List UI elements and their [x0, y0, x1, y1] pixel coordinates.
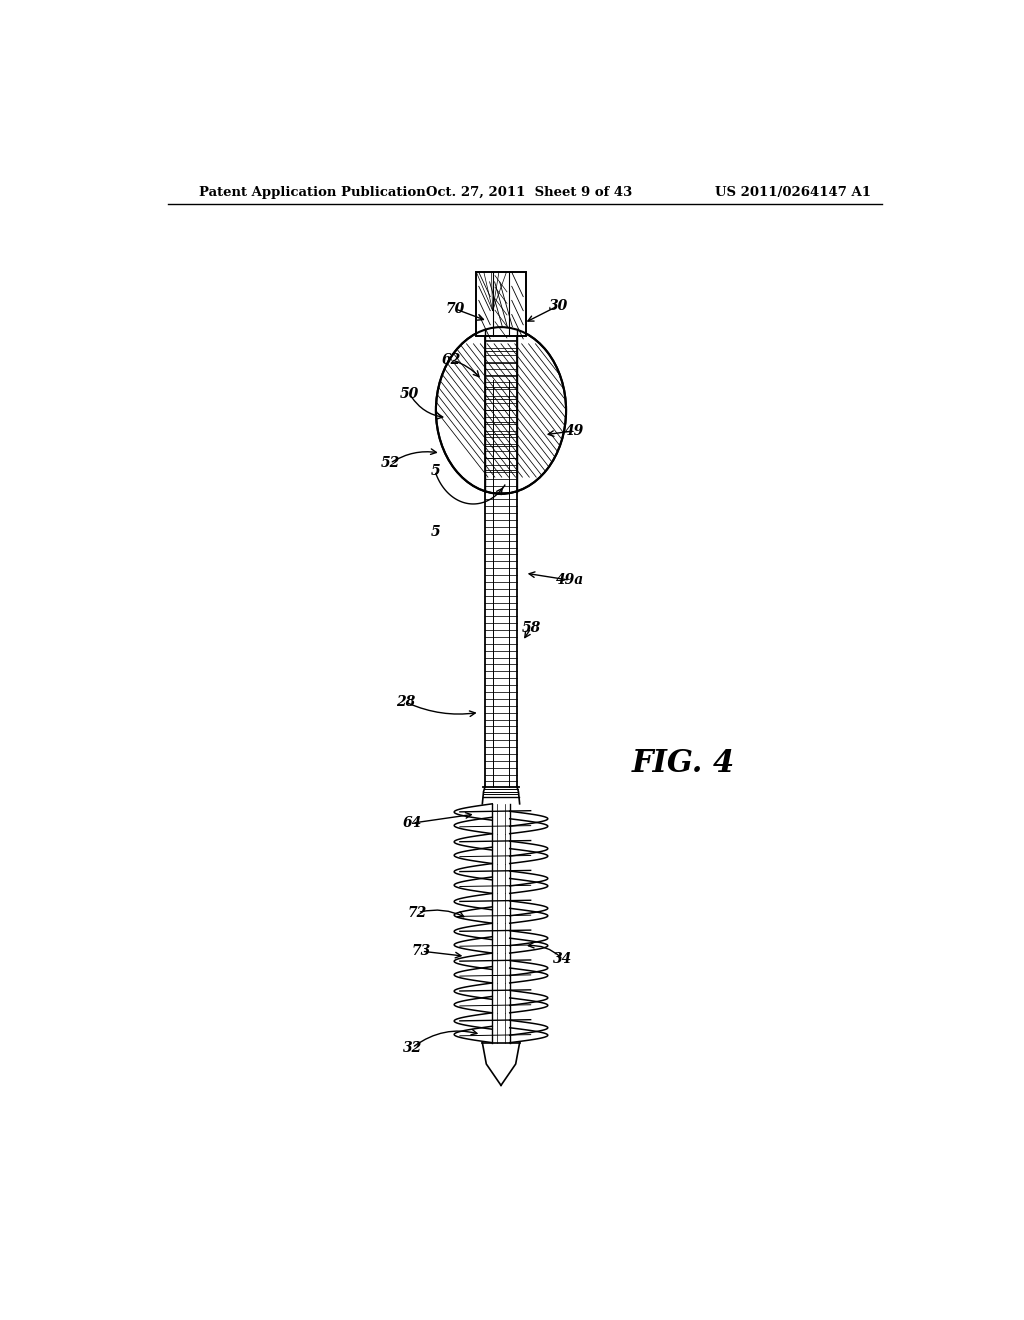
Text: 50: 50: [400, 387, 420, 401]
Text: 5: 5: [431, 465, 440, 478]
Text: 52: 52: [380, 457, 399, 470]
Text: 5: 5: [431, 525, 440, 540]
Text: 64: 64: [402, 816, 422, 830]
Text: 58: 58: [521, 620, 541, 635]
Text: Patent Application Publication: Patent Application Publication: [200, 186, 426, 199]
Text: Oct. 27, 2011  Sheet 9 of 43: Oct. 27, 2011 Sheet 9 of 43: [426, 186, 632, 199]
Bar: [476, 272, 525, 337]
Bar: [485, 329, 517, 787]
Text: FIG. 4: FIG. 4: [632, 747, 735, 779]
Text: 34: 34: [553, 952, 572, 966]
Text: US 2011/0264147 A1: US 2011/0264147 A1: [715, 186, 871, 199]
Text: 62: 62: [441, 352, 461, 367]
Text: 73: 73: [412, 944, 431, 958]
Text: 30: 30: [549, 298, 567, 313]
Text: 32: 32: [402, 1040, 422, 1055]
Text: 70: 70: [445, 302, 465, 315]
Bar: [453, 804, 550, 1043]
Text: 72: 72: [408, 906, 427, 920]
Text: 28: 28: [396, 696, 416, 709]
Text: 49: 49: [565, 424, 585, 438]
Circle shape: [436, 327, 566, 494]
Text: 49a: 49a: [556, 573, 584, 587]
